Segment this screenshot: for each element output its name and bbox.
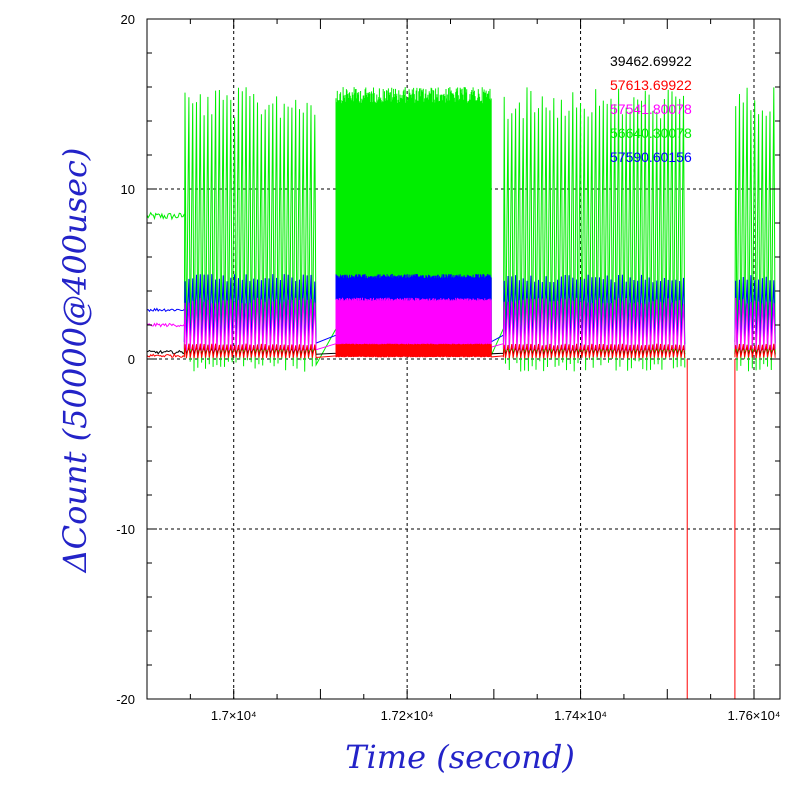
y-tick-label: -10 <box>116 522 135 537</box>
legend: 39462.69922 57613.69922 57541.80078 56640.3… <box>610 53 692 165</box>
y-tick-label: 10 <box>121 182 135 197</box>
legend-entry: 57590.60156 <box>610 149 692 165</box>
y-tick-label: 0 <box>128 352 135 367</box>
legend-entry: 57613.69922 <box>610 77 692 93</box>
series-line <box>146 87 776 372</box>
x-tick-label: 1.76×10⁴ <box>728 708 781 723</box>
series-line <box>146 297 776 352</box>
grid-lines <box>147 19 780 699</box>
legend-entry: 56640.30078 <box>610 125 692 141</box>
x-tick-label: 1.74×10⁴ <box>554 708 607 723</box>
x-tick-label: 1.7×10⁴ <box>211 708 257 723</box>
series-layer <box>146 87 776 699</box>
x-tick-label: 1.72×10⁴ <box>381 708 434 723</box>
y-tick-label: 20 <box>121 12 135 27</box>
legend-entry: 39462.69922 <box>610 53 692 69</box>
x-axis-title: Time (second) <box>345 738 575 776</box>
axis-ticks: 1.7×10⁴ 1.72×10⁴ 1.74×10⁴ 1.76×10⁴ 20 10 0 -10 -… <box>116 12 780 723</box>
series-line <box>146 343 776 359</box>
legend-entry: 57541.80078 <box>610 101 692 117</box>
y-tick-label: -20 <box>116 692 135 707</box>
y-axis-title: ΔCount (50000@400usec) <box>56 148 94 575</box>
